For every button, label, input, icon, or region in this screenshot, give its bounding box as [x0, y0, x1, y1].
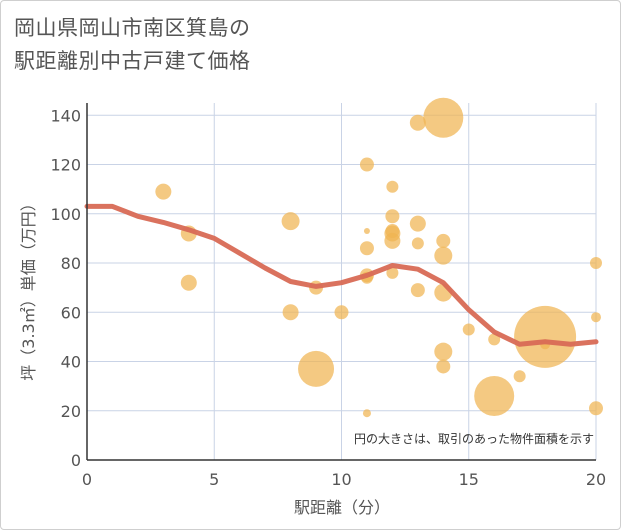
data-bubble: [409, 114, 426, 131]
x-tick-label: 5: [209, 470, 219, 489]
data-bubble: [513, 370, 526, 383]
data-bubble: [386, 180, 399, 193]
y-tick-label: 120: [50, 156, 81, 175]
data-bubble: [410, 283, 425, 298]
y-tick-label: 80: [61, 254, 81, 273]
data-bubble: [359, 241, 374, 256]
data-bubble: [409, 215, 426, 232]
axes: 0 20 40 60 80 100 120 140 0 5 10 15 20: [50, 103, 606, 489]
x-tick-label: 20: [586, 470, 606, 489]
data-bubble: [423, 97, 464, 138]
data-bubble: [590, 257, 602, 270]
data-bubble: [359, 157, 374, 172]
data-bubble: [474, 375, 515, 416]
data-bubble: [434, 246, 453, 265]
x-tick-label: 15: [459, 470, 479, 489]
y-tick-label: 100: [50, 205, 81, 224]
x-tick-label: 0: [82, 470, 92, 489]
bubble-layer: [155, 97, 603, 418]
data-bubble: [385, 209, 400, 224]
title-line-2: 駅距離別中古戸建て価格: [14, 49, 251, 73]
trend-layer: [84, 203, 599, 347]
y-tick-label: 60: [61, 303, 81, 322]
trend-line: [84, 203, 599, 347]
data-bubble: [514, 305, 577, 368]
y-tick-label: 0: [71, 451, 81, 470]
data-bubble: [180, 274, 197, 291]
data-bubble: [591, 312, 601, 323]
data-bubble: [488, 333, 501, 346]
chart-title: 岡山県岡山市南区箕島の 駅距離別中古戸建て価格: [14, 12, 251, 78]
data-bubble: [462, 323, 475, 336]
bubble-size-note: 円の大きさは、取引のあった物件面積を示す: [354, 431, 594, 446]
y-tick-label: 140: [50, 106, 81, 125]
y-axis-title: 坪（3.3㎡）単価（万円）: [19, 195, 38, 380]
data-bubble: [282, 304, 299, 321]
data-bubble: [436, 233, 451, 248]
data-bubble: [434, 342, 453, 361]
data-bubble: [386, 266, 399, 279]
title-line-1: 岡山県岡山市南区箕島の: [14, 16, 251, 40]
data-bubble: [589, 401, 603, 416]
y-tick-label: 20: [61, 402, 81, 421]
data-bubble: [436, 359, 451, 374]
x-tick-label: 10: [331, 470, 351, 489]
data-bubble: [155, 183, 172, 200]
data-bubble: [411, 237, 424, 250]
data-bubble: [334, 305, 349, 320]
data-bubble: [362, 409, 371, 418]
x-axis-title: 駅距離（分）: [294, 498, 390, 517]
data-bubble: [298, 350, 335, 387]
data-bubble: [384, 232, 401, 249]
data-bubble: [363, 228, 370, 235]
data-bubble: [281, 212, 300, 231]
y-tick-label: 40: [61, 353, 81, 372]
